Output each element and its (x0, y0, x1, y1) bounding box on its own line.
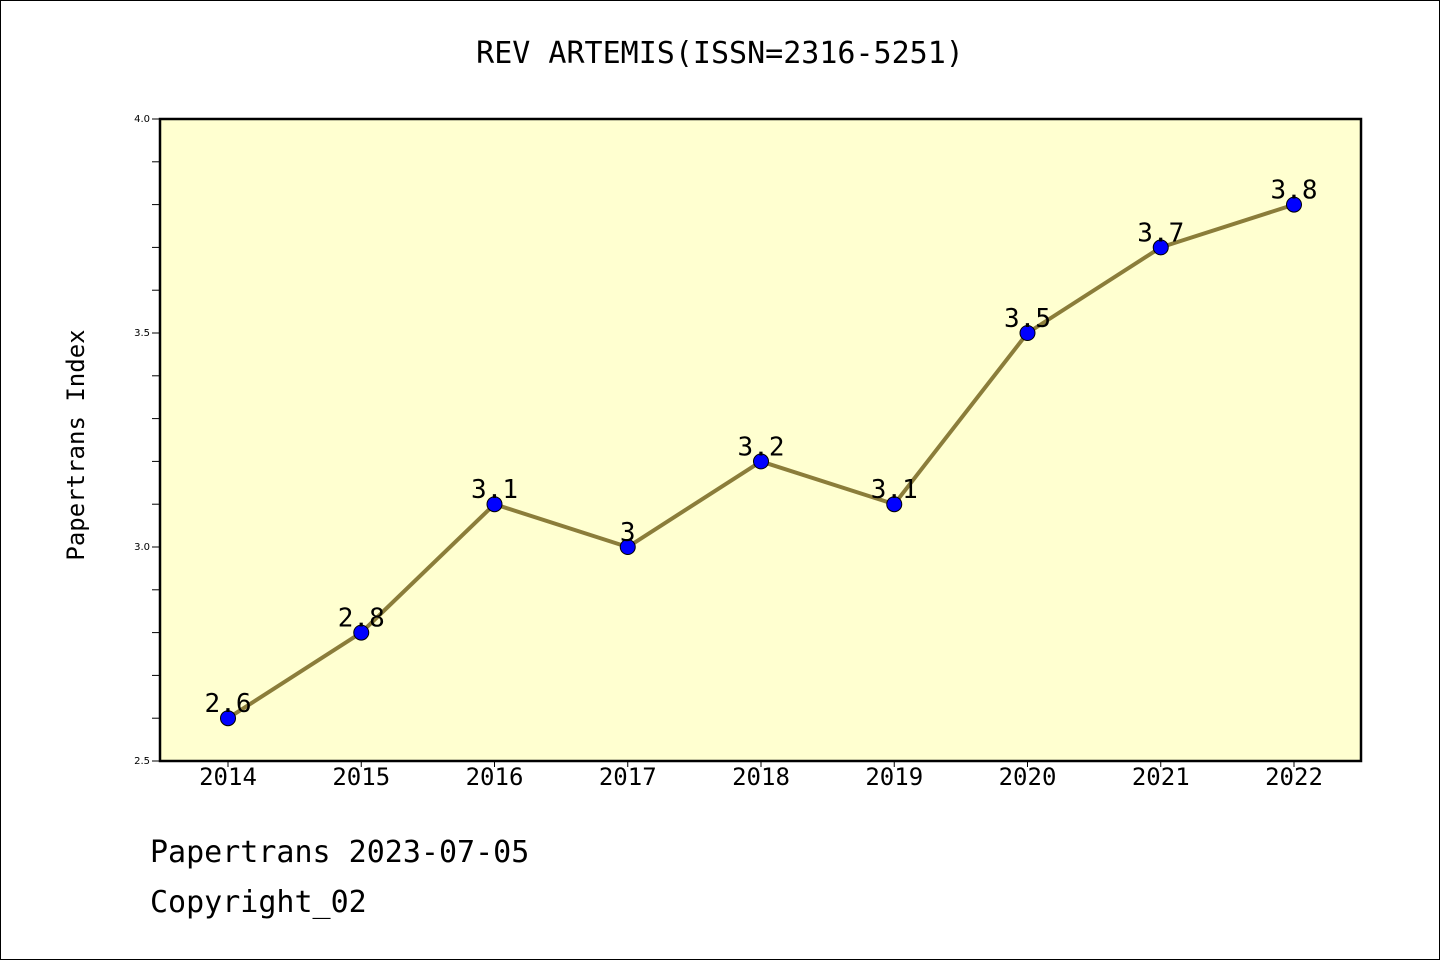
chart-title: REV ARTEMIS(ISSN=2316-5251) (476, 36, 964, 71)
data-label: 3.1 (871, 475, 918, 505)
data-point (886, 496, 903, 513)
y-tick-label: 4.0 (134, 114, 150, 125)
data-label: 3.5 (1004, 304, 1051, 334)
x-tick-label: 2016 (466, 763, 524, 791)
data-point (1286, 196, 1302, 213)
data-point (220, 710, 236, 727)
data-label: 3.2 (738, 432, 785, 462)
data-point (1152, 239, 1169, 256)
x-tick-label: 2021 (1132, 763, 1190, 791)
data-label: 2.6 (205, 689, 252, 719)
data-label: 2.8 (338, 604, 385, 634)
x-tick-label: 2018 (732, 763, 790, 791)
plot-area (160, 119, 1361, 761)
x-tick-label: 2017 (599, 763, 657, 791)
data-point (619, 539, 636, 555)
data-point (753, 453, 769, 470)
data-label: 3.1 (471, 475, 518, 505)
y-tick-label: 2.5 (134, 756, 150, 767)
data-point (486, 496, 503, 513)
data-label: 3.8 (1271, 176, 1318, 206)
x-tick-label: 2022 (1265, 763, 1323, 791)
y-tick-label: 3.5 (134, 328, 150, 339)
x-tick-label: 2019 (865, 763, 923, 791)
x-tick-label: 2014 (199, 763, 257, 791)
data-point (1019, 325, 1036, 341)
footer-date: Papertrans 2023-07-05 (150, 835, 530, 870)
data-label: 3.7 (1137, 218, 1184, 248)
plot-border (158, 117, 1363, 763)
data-label: 3 (620, 518, 636, 548)
data-point (353, 624, 370, 641)
footer-copyright: Copyright_02 (150, 885, 367, 920)
x-tick-label: 2015 (332, 763, 390, 791)
x-tick-label: 2020 (999, 763, 1057, 791)
y-tick-label: 3.0 (134, 542, 150, 553)
